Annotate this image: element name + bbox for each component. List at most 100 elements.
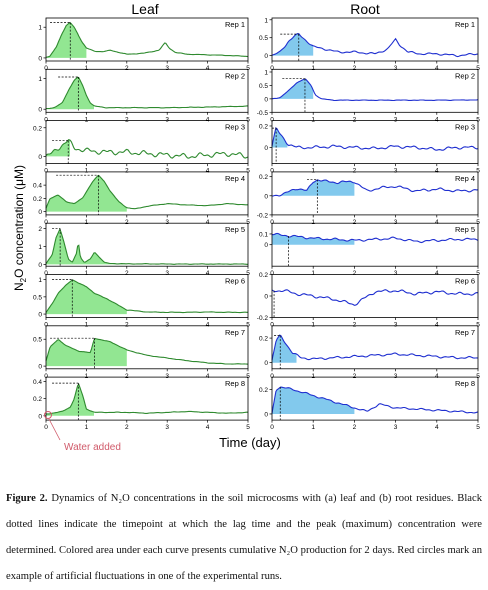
root-panel-7: Rep 700.20 1 2 3 4 5 [259, 325, 480, 380]
leaf-rep-label-5: Rep 5 [225, 225, 245, 234]
leaf-ytick-label: 0 [38, 55, 42, 62]
leaf-series-line-8 [45, 383, 248, 415]
leaf-series-line-7 [45, 337, 249, 365]
root-panel-4: Rep 4-0.200.20 1 2 3 4 5 [257, 171, 480, 226]
leaf-xtick-label: 5 [246, 270, 250, 277]
root-rep-label-6: Rep 6 [455, 277, 475, 286]
root-xtick-label: 2 [353, 424, 357, 431]
root-ytick-label: 0.5 [259, 35, 268, 42]
figure: Leaf Root N2O concentration (μM) Time (d… [12, 1, 480, 453]
leaf-xtick-label: 3 [165, 424, 169, 431]
y-axis-label: N2O concentration (μM) [12, 165, 28, 291]
leaf-ytick-label: 1 [38, 277, 42, 284]
leaf-xtick-label: 5 [246, 373, 250, 380]
root-xtick-label: 1 [311, 270, 315, 277]
leaf-xtick-label: 1 [85, 424, 89, 431]
root-xtick-label: 5 [476, 168, 480, 175]
root-xtick-label: 1 [311, 116, 315, 123]
root-rep-label-7: Rep 7 [455, 328, 475, 337]
leaf-ytick-label: 1 [38, 244, 42, 251]
root-ytick-label: 0.2 [259, 336, 268, 343]
root-ytick-label: 0 [264, 53, 268, 60]
leaf-xtick-label: 1 [85, 168, 89, 175]
root-xtick-label: 2 [353, 270, 357, 277]
root-series-line-5 [271, 232, 479, 244]
figure-caption: Figure 2. Dynamics of N₂O concentrations… [6, 486, 482, 590]
root-ytick-label: 0.1 [259, 231, 268, 238]
root-rep-label-2: Rep 2 [455, 71, 475, 80]
root-frame-4 [271, 171, 479, 216]
root-xtick-label: 1 [311, 424, 315, 431]
leaf-rep-label-6: Rep 6 [225, 277, 245, 286]
leaf-xtick-label: 5 [246, 116, 250, 123]
root-rep-label-4: Rep 4 [455, 174, 475, 183]
root-panel-3: Rep 3 0 0.2 0 1 2 3 4 5 [259, 120, 480, 175]
leaf-xtick-label: 4 [206, 116, 210, 123]
leaf-rep-label-8: Rep 8 [225, 379, 245, 388]
root-series-line-1 [271, 33, 479, 58]
leaf-ytick-label: 1 [38, 76, 42, 83]
root-xtick-label: 2 [353, 168, 357, 175]
root-ytick-label: -0.2 [257, 315, 269, 322]
leaf-frame-2 [45, 68, 249, 113]
leaf-area-4 [46, 175, 127, 212]
root-area-7 [272, 335, 297, 363]
caption-text: Dynamics of N₂O concentrations in the so… [6, 493, 482, 582]
root-xtick-label: 5 [476, 219, 480, 226]
x-axis-label: Time (day) [219, 435, 281, 450]
root-xtick-label: 2 [353, 322, 357, 329]
root-xtick-label: 0 [270, 322, 274, 329]
leaf-series-line-1 [45, 21, 249, 58]
leaf-area-8 [46, 384, 94, 416]
root-xtick-label: 0 [270, 424, 274, 431]
leaf-xtick-label: 1 [85, 322, 89, 329]
leaf-xtick-label: 5 [246, 322, 250, 329]
root-series-line-3 [271, 127, 479, 151]
leaf-ytick-label: 0.5 [33, 294, 42, 301]
root-xtick-label: 4 [435, 373, 439, 380]
leaf-xtick-label: 2 [125, 168, 129, 175]
root-xtick-label: 3 [394, 219, 398, 226]
leaf-series-line-6 [45, 279, 248, 314]
leaf-xtick-label: 0 [44, 270, 48, 277]
leaf-ytick-label: 0.4 [33, 183, 42, 190]
leaf-series-line-5 [45, 227, 248, 265]
water-added-label: Water added [64, 442, 121, 453]
leaf-frame-3 [45, 120, 249, 164]
root-area-1 [272, 33, 314, 56]
leaf-rep-label-1: Rep 1 [225, 20, 245, 29]
leaf-frame-1 [45, 17, 249, 62]
leaf-xtick-label: 3 [165, 168, 169, 175]
leaf-xtick-label: 5 [246, 219, 250, 226]
root-series-line-6 [271, 289, 479, 306]
root-xtick-label: 3 [394, 424, 398, 431]
root-series-line-8 [271, 386, 479, 414]
leaf-ytick-label: 0 [38, 413, 42, 420]
leaf-xtick-label: 2 [125, 373, 129, 380]
root-ytick-label: -0.5 [257, 110, 269, 117]
leaf-xtick-label: 2 [125, 322, 129, 329]
leaf-xtick-label: 0 [44, 116, 48, 123]
leaf-xtick-label: 0 [44, 322, 48, 329]
water-added-arrow [48, 418, 61, 441]
root-xtick-label: 1 [311, 65, 315, 72]
leaf-xtick-label: 1 [85, 116, 89, 123]
leaf-xtick-label: 3 [165, 373, 169, 380]
root-ytick-label: 0 [264, 145, 268, 152]
leaf-series-line-4 [45, 175, 248, 210]
root-column-title: Root [350, 1, 380, 17]
root-xtick-label: 0 [270, 373, 274, 380]
leaf-column-title: Leaf [131, 1, 158, 17]
leaf-area-2 [46, 77, 94, 110]
root-xtick-label: 0 [270, 116, 274, 123]
leaf-ytick-label: 0 [38, 154, 42, 161]
root-panel-8: Rep 800.20 1 2 3 4 5 [259, 376, 480, 431]
root-area-8 [272, 387, 355, 414]
leaf-xtick-label: 3 [165, 65, 169, 72]
leaf-xtick-label: 1 [85, 373, 89, 380]
leaf-panel-4: Rep 4 0 0.2 0.4 0 1 2 3 4 5 [33, 171, 250, 226]
root-ytick-label: 0 [264, 242, 268, 249]
leaf-rep-label-4: Rep 4 [225, 174, 245, 183]
